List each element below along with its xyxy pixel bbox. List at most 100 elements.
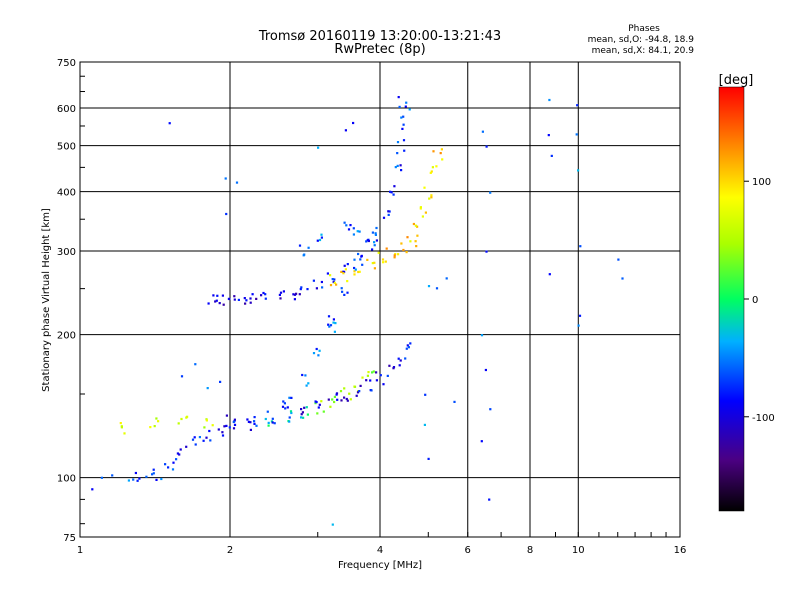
echo-point	[317, 354, 320, 357]
echo-point	[385, 247, 388, 250]
echo-point	[394, 253, 397, 256]
echo-point	[233, 418, 236, 421]
echo-point	[245, 299, 248, 302]
echo-point	[550, 154, 553, 157]
echo-point	[480, 440, 483, 443]
echo-point	[225, 212, 228, 216]
echo-point	[145, 475, 148, 478]
echo-point	[416, 225, 419, 228]
echo-point	[360, 254, 363, 257]
echo-point	[264, 297, 267, 300]
echo-point	[361, 376, 364, 379]
echo-point	[279, 297, 282, 300]
echo-point	[485, 145, 488, 148]
echo-point	[347, 228, 351, 231]
echo-point	[228, 297, 231, 301]
echo-point	[177, 422, 180, 425]
echo-point	[315, 347, 318, 351]
echo-point	[439, 152, 442, 155]
echo-point	[282, 400, 285, 403]
echo-point	[262, 291, 265, 295]
echo-point	[300, 408, 303, 411]
echo-point	[244, 302, 247, 305]
echo-point	[575, 133, 578, 136]
echo-point	[375, 379, 378, 382]
echo-point	[180, 417, 183, 421]
echo-point	[305, 406, 308, 409]
echo-point	[320, 280, 323, 284]
echo-point	[172, 461, 175, 464]
echo-point	[214, 300, 217, 303]
echo-point	[157, 420, 160, 423]
echo-point	[373, 261, 376, 264]
echo-point	[408, 108, 411, 111]
echo-point	[253, 416, 256, 419]
echo-point	[228, 426, 231, 429]
echo-point	[409, 342, 412, 345]
echo-point	[203, 426, 206, 429]
echo-point	[397, 96, 400, 99]
echo-point	[352, 227, 355, 230]
y-tick-label: 600	[57, 104, 76, 115]
chart-subtitle: RwPretec (8p)	[334, 42, 425, 57]
echo-point	[388, 210, 391, 213]
echo-point	[414, 224, 417, 227]
y-tick-label: 750	[57, 58, 76, 69]
echo-point	[409, 240, 412, 243]
echo-point	[548, 273, 551, 276]
echo-point	[233, 423, 237, 426]
echo-point	[430, 194, 433, 197]
echo-point	[111, 474, 114, 477]
echo-point	[327, 315, 331, 318]
echo-point	[315, 401, 318, 404]
y-tick-label: 400	[57, 188, 76, 199]
echo-point	[153, 425, 156, 428]
echo-point	[331, 278, 334, 281]
y-tick-label: 300	[57, 247, 76, 258]
x-tick-label: 1	[77, 545, 83, 556]
echo-point	[431, 166, 434, 169]
echo-point	[346, 280, 349, 283]
echo-point	[405, 101, 408, 104]
echo-point	[348, 392, 351, 395]
chart-title: Tromsø 20160119 13:20:00-13:21:43	[258, 29, 501, 44]
echo-point	[386, 374, 389, 377]
echo-point	[400, 242, 403, 245]
echo-point	[255, 424, 258, 427]
echo-point	[343, 396, 346, 399]
echo-point	[212, 294, 215, 297]
echo-point	[316, 239, 319, 242]
echo-point	[333, 281, 336, 284]
echo-point	[373, 241, 376, 244]
echo-point	[152, 468, 155, 471]
echo-point	[288, 416, 291, 419]
echo-point	[423, 186, 426, 189]
echo-point	[345, 224, 348, 227]
echo-point	[205, 436, 208, 439]
echo-point	[621, 277, 624, 280]
echo-point	[178, 453, 181, 456]
echo-point	[427, 457, 430, 460]
echo-point	[617, 258, 620, 261]
echo-point	[372, 370, 375, 373]
echo-point	[253, 420, 256, 423]
echo-point	[344, 129, 347, 132]
echo-point	[279, 291, 283, 294]
echo-point	[132, 478, 135, 481]
x-tick-label: 16	[674, 545, 687, 556]
echo-point	[288, 396, 291, 399]
echo-point	[389, 190, 392, 193]
echo-point	[414, 240, 417, 243]
echo-point	[260, 294, 263, 297]
echo-point	[382, 216, 386, 219]
echo-point	[404, 357, 407, 360]
echo-point	[271, 421, 274, 424]
echo-point	[576, 104, 579, 107]
echo-point	[299, 288, 302, 291]
echo-point	[301, 373, 304, 377]
echo-point	[289, 410, 293, 413]
echo-point	[216, 294, 219, 297]
y-axis: 75 100 200 300 400 500 600 750	[57, 58, 85, 544]
echo-point	[320, 236, 323, 239]
